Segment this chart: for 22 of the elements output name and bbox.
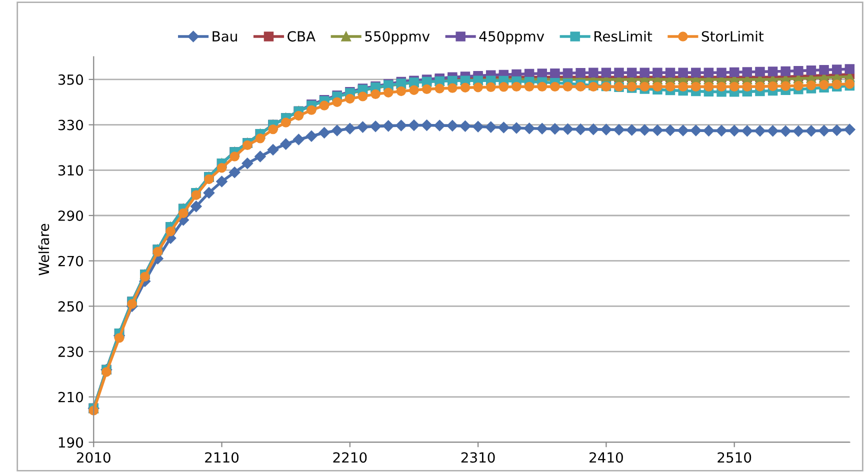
- x-tick-label: 2410: [590, 452, 623, 463]
- x-tick-label: 2110: [205, 452, 239, 463]
- y-tick-label: 250: [58, 301, 83, 312]
- x-tick-label: 2010: [76, 452, 110, 463]
- legend-label: 550ppmv: [365, 31, 430, 44]
- legend-label: StorLimit: [702, 30, 764, 42]
- y-tick-label: 310: [58, 165, 83, 176]
- y-tick-label: 330: [58, 120, 83, 130]
- y-tick-label: 350: [58, 74, 83, 85]
- y-axis-title: Welfare: [38, 224, 50, 276]
- legend-label: CBA: [288, 31, 316, 42]
- y-tick-label: 210: [58, 392, 83, 402]
- y-tick-label: 190: [58, 437, 83, 448]
- x-tick-label: 2310: [461, 452, 495, 463]
- y-tick-label: 230: [58, 346, 83, 358]
- x-tick-label: 2210: [333, 452, 367, 463]
- x-tick-label: 2510: [718, 452, 752, 463]
- legend-label: 450ppmv: [479, 31, 544, 44]
- y-tick-label: 270: [58, 256, 83, 266]
- y-tick-label: 290: [58, 210, 83, 221]
- legend-label: ResLimit: [594, 30, 652, 42]
- legend-label: Bau: [212, 31, 237, 42]
